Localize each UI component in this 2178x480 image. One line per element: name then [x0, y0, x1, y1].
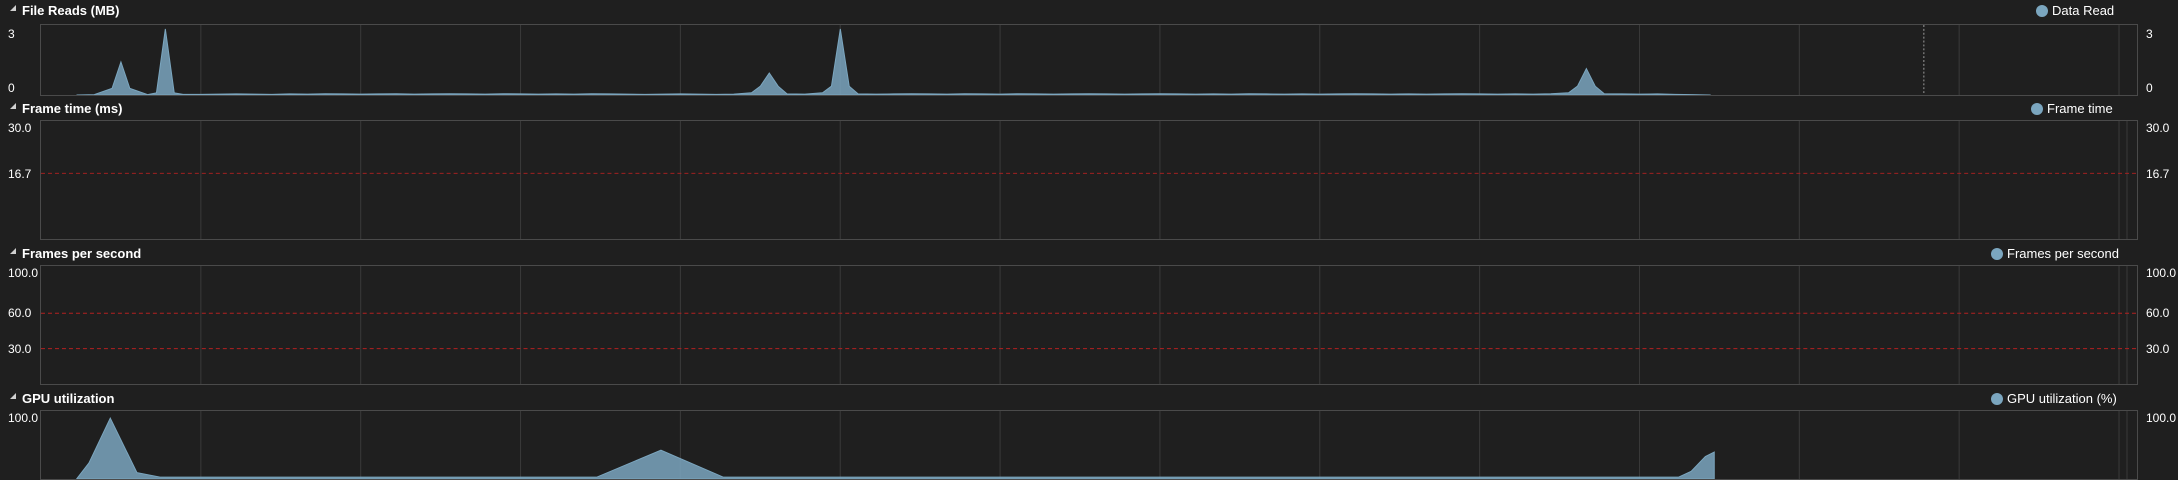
- panel-title: Frames per second: [22, 246, 142, 261]
- collapse-triangle-icon[interactable]: [10, 248, 16, 254]
- y-tick-label-right: 60.0: [2146, 306, 2170, 320]
- legend-item[interactable]: Frame time: [2031, 101, 2113, 116]
- panel-title: GPU utilization: [22, 391, 115, 406]
- y-tick-label: 100.0: [8, 266, 39, 280]
- y-tick-label: 60.0: [8, 306, 32, 320]
- collapse-triangle-icon[interactable]: [10, 393, 16, 399]
- file-reads-svg: [76, 25, 2120, 95]
- legend-label: Frames per second: [2007, 246, 2119, 261]
- y-tick-label-right: 30.0: [2146, 121, 2170, 135]
- fps-plot[interactable]: [40, 265, 2138, 385]
- frame-time-panel: Frame time (ms) Frame time 30.0 16.7 30.…: [0, 98, 2178, 240]
- fps-header: Frames per second Frames per second: [0, 243, 2178, 265]
- y-tick-label-right: 100.0: [2146, 411, 2177, 425]
- file-reads-header: File Reads (MB) Data Read: [0, 0, 2178, 22]
- panel-title: File Reads (MB): [22, 3, 120, 18]
- file-reads-plot[interactable]: [40, 24, 2138, 96]
- frame-time-svg: [41, 121, 2137, 239]
- y-tick-label-right: 3: [2146, 27, 2153, 41]
- y-tick-label: 30.0: [8, 121, 32, 135]
- fps-svg: [41, 266, 2137, 384]
- series-area: [76, 28, 1711, 95]
- y-tick-label-right: 30.0: [2146, 342, 2170, 356]
- legend-label: Frame time: [2047, 101, 2113, 116]
- y-tick-label: 3: [8, 27, 15, 41]
- circle-legend-icon: [1991, 247, 2003, 260]
- collapse-triangle-icon[interactable]: [10, 103, 16, 109]
- file-reads-panel: File Reads (MB) Data Read 3 0 3 0: [0, 0, 2178, 96]
- series-area: [75, 416, 1715, 479]
- gpu-plot[interactable]: [40, 410, 2138, 480]
- panel-title: Frame time (ms): [22, 101, 123, 116]
- legend-item[interactable]: GPU utilization (%): [1991, 391, 2117, 406]
- y-tick-label-right: 100.0: [2146, 266, 2177, 280]
- legend-item[interactable]: Frames per second: [1991, 246, 2119, 261]
- y-tick-label: 0: [8, 81, 15, 95]
- circle-legend-icon: [2036, 4, 2048, 17]
- y-tick-label-right: 0: [2146, 81, 2153, 95]
- gpu-svg: [75, 411, 2128, 479]
- gpu-header: GPU utilization GPU utilization (%): [0, 388, 2178, 410]
- legend-item[interactable]: Data Read: [2036, 3, 2114, 18]
- y-tick-label: 16.7: [8, 167, 32, 181]
- circle-legend-icon: [2031, 102, 2043, 115]
- y-tick-label-right: 16.7: [2146, 167, 2170, 181]
- legend-label: Data Read: [2052, 3, 2115, 18]
- y-tick-label: 100.0: [8, 411, 39, 425]
- frame-time-header: Frame time (ms) Frame time: [0, 98, 2178, 120]
- gpu-utilization-panel: GPU utilization GPU utilization (%) 100.…: [0, 388, 2178, 480]
- frame-time-plot[interactable]: [40, 120, 2138, 240]
- collapse-triangle-icon[interactable]: [10, 5, 16, 11]
- y-tick-label: 30.0: [8, 342, 32, 356]
- legend-label: GPU utilization (%): [2007, 391, 2117, 406]
- circle-legend-icon: [1991, 392, 2003, 405]
- fps-panel: Frames per second Frames per second 100.…: [0, 243, 2178, 385]
